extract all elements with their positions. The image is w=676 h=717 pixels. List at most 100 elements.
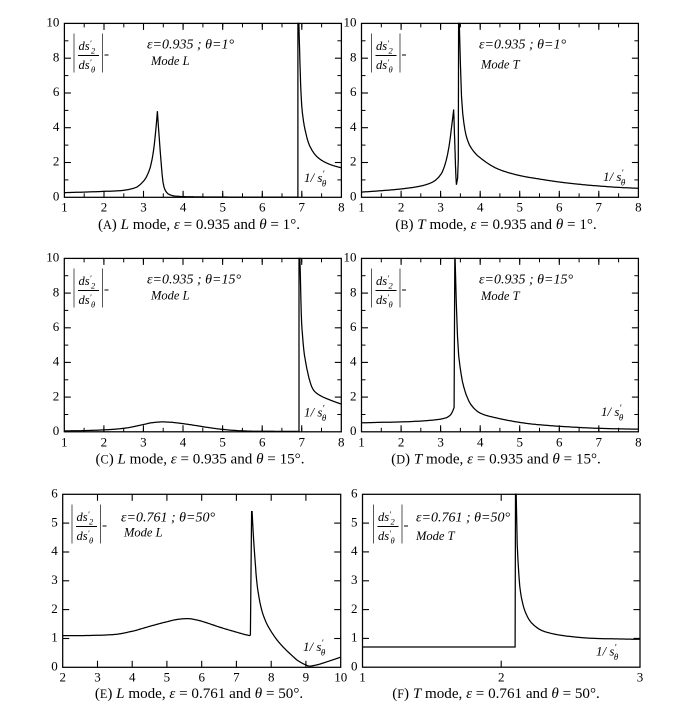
svg-text:4: 4 [51,543,58,558]
svg-text:8: 8 [53,284,60,299]
svg-text:1: 1 [359,669,366,684]
svg-text:8: 8 [338,200,345,215]
svg-text:ε=0.935 ; θ=1°: ε=0.935 ; θ=1° [479,38,566,53]
svg-text:5: 5 [516,200,523,215]
svg-text:(E) L mode, ε = 0.761 and θ =: (E) L mode, ε = 0.761 and θ = 50°. [95,686,303,702]
svg-text:0: 0 [351,658,358,673]
svg-text:10: 10 [334,669,347,684]
svg-text:(F) T mode, ε = 0.761 and θ =: (F) T mode, ε = 0.761 and θ = 50°. [392,686,600,702]
svg-text:8: 8 [635,434,642,449]
svg-text:8: 8 [635,200,642,215]
svg-text:0: 0 [53,423,60,438]
svg-text:1/ s′θ: 1/ s′ θ [603,168,626,188]
svg-text:4: 4 [350,119,357,134]
svg-text:1: 1 [351,630,358,645]
svg-text:1: 1 [358,200,365,215]
svg-text:4: 4 [180,200,187,215]
svg-text:(B) T mode, ε = 0.935 and θ =: (B) T mode, ε = 0.935 and θ = 1°. [395,217,596,233]
svg-text:1/ s′θ: 1/ s′ θ [601,403,624,423]
svg-text:5: 5 [351,514,358,529]
svg-text:2: 2 [101,200,108,215]
svg-text:0: 0 [350,423,357,438]
svg-text:ε=0.935 ; θ=15°: ε=0.935 ; θ=15° [479,273,573,288]
svg-text:(C) L mode, ε = 0.935 and θ =: (C) L mode, ε = 0.935 and θ = 15°. [96,452,305,468]
svg-text:(D) T mode, ε = 0.935 and θ =: (D) T mode, ε = 0.935 and θ = 15°. [391,452,601,468]
svg-text:8: 8 [350,284,357,299]
svg-text:10: 10 [46,250,59,265]
svg-text:5: 5 [164,669,171,684]
svg-text:ε=0.761 ; θ=50°: ε=0.761 ; θ=50° [121,511,215,526]
svg-text:6: 6 [259,200,266,215]
svg-text:6: 6 [556,434,563,449]
svg-text:1/ s′θ: 1/ s′ θ [303,638,326,658]
svg-text:ds′θ: ds′θ [77,528,94,546]
svg-text:2: 2 [53,154,60,169]
svg-text:2: 2 [498,669,505,684]
svg-text:1: 1 [61,200,68,215]
svg-text:6: 6 [351,486,358,501]
svg-text:6: 6 [51,486,58,501]
svg-text:7: 7 [596,200,603,215]
svg-text:7: 7 [299,200,306,215]
svg-text:6: 6 [350,84,357,99]
svg-text:ds′θ: ds′θ [378,528,395,546]
svg-text:3: 3 [140,200,147,215]
svg-text:ε=0.761 ; θ=50°: ε=0.761 ; θ=50° [416,511,510,526]
svg-text:6: 6 [350,319,357,334]
svg-text:1/ s′θ: 1/ s′ θ [304,404,327,424]
svg-text:8: 8 [53,49,60,64]
svg-text:4: 4 [129,669,136,684]
svg-text:2: 2 [59,669,66,684]
svg-text:2: 2 [51,601,58,616]
svg-text:3: 3 [351,572,358,587]
svg-text:Mode L: Mode L [123,526,163,540]
svg-text:(A) L mode, ε = 0.935 and θ =: (A) L mode, ε = 0.935 and θ = 1°. [98,217,300,233]
svg-text:4: 4 [351,543,358,558]
svg-text:ds′θ: ds′θ [79,57,96,75]
svg-text:4: 4 [477,200,484,215]
svg-text:ds′θ: ds′θ [376,57,393,75]
svg-text:4: 4 [53,354,60,369]
svg-text:3: 3 [94,669,101,684]
svg-text:ds′θ: ds′θ [376,292,393,310]
svg-text:Mode T: Mode T [415,529,456,543]
svg-text:3: 3 [140,434,147,449]
svg-text:ε=0.935 ; θ=1°: ε=0.935 ; θ=1° [147,38,234,53]
svg-text:ds′θ: ds′θ [79,292,96,310]
svg-text:10: 10 [344,15,357,30]
svg-text:4: 4 [180,434,187,449]
svg-text:Mode L: Mode L [150,54,190,68]
svg-text:2: 2 [398,434,405,449]
svg-text:6: 6 [259,434,266,449]
svg-text:1: 1 [51,630,58,645]
svg-text:1: 1 [61,434,68,449]
svg-text:10: 10 [344,250,357,265]
svg-text:8: 8 [338,434,345,449]
svg-text:2: 2 [350,154,357,169]
svg-text:9: 9 [303,669,310,684]
svg-text:5: 5 [516,434,523,449]
svg-text:6: 6 [53,84,60,99]
svg-text:6: 6 [556,200,563,215]
svg-text:4: 4 [350,354,357,369]
svg-text:8: 8 [268,669,275,684]
svg-text:0: 0 [51,659,58,674]
svg-text:1: 1 [358,434,365,449]
svg-text:6: 6 [198,669,205,684]
svg-text:Mode T: Mode T [480,289,521,303]
svg-text:2: 2 [351,601,358,616]
svg-text:Mode T: Mode T [480,58,521,72]
svg-text:7: 7 [233,669,240,684]
svg-text:6: 6 [53,319,60,334]
svg-text:4: 4 [477,434,484,449]
svg-text:5: 5 [219,434,226,449]
svg-text:Mode L: Mode L [150,289,190,303]
svg-text:3: 3 [637,669,644,684]
svg-text:1/ s′θ: 1/ s′ θ [304,169,327,189]
svg-text:3: 3 [437,200,444,215]
svg-text:3: 3 [437,434,444,449]
svg-text:7: 7 [596,434,603,449]
svg-text:ε=0.935 ; θ=15°: ε=0.935 ; θ=15° [147,273,241,288]
svg-text:2: 2 [101,434,108,449]
svg-text:0: 0 [53,189,60,204]
